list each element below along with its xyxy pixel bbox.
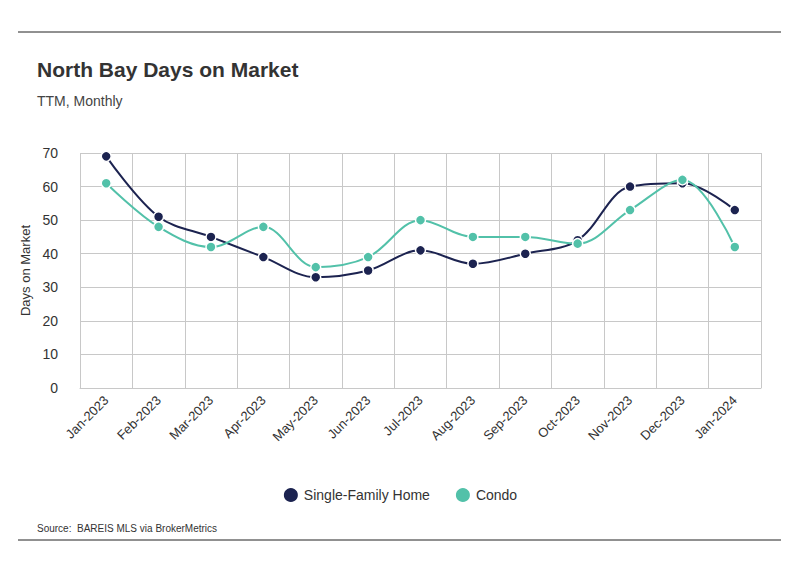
svg-text:Dec-2023: Dec-2023 <box>637 393 687 443</box>
svg-text:Days on Market: Days on Market <box>18 225 33 316</box>
svg-text:Jan-2023: Jan-2023 <box>63 393 112 442</box>
svg-text:60: 60 <box>42 179 58 195</box>
svg-text:50: 50 <box>42 212 58 228</box>
svg-text:Nov-2023: Nov-2023 <box>585 393 635 443</box>
svg-text:Feb-2023: Feb-2023 <box>114 393 164 443</box>
svg-text:10: 10 <box>42 346 58 362</box>
svg-text:Condo: Condo <box>476 487 517 503</box>
svg-text:Source: BAREIS MLS via Broker: Source: BAREIS MLS via BrokerMetrics <box>37 523 217 534</box>
svg-text:May-2023: May-2023 <box>270 393 321 444</box>
svg-text:Jun-2023: Jun-2023 <box>325 393 374 442</box>
svg-text:40: 40 <box>42 246 58 262</box>
svg-text:Jul-2023: Jul-2023 <box>380 393 426 439</box>
svg-text:Oct-2023: Oct-2023 <box>535 393 583 441</box>
svg-text:20: 20 <box>42 313 58 329</box>
svg-text:TTM, Monthly: TTM, Monthly <box>37 93 123 109</box>
svg-text:30: 30 <box>42 279 58 295</box>
svg-text:Sep-2023: Sep-2023 <box>480 393 530 443</box>
svg-text:Mar-2023: Mar-2023 <box>166 393 216 443</box>
svg-text:Aug-2023: Aug-2023 <box>428 393 478 443</box>
svg-text:Single-Family Home: Single-Family Home <box>304 487 430 503</box>
svg-text:Apr-2023: Apr-2023 <box>220 393 268 441</box>
svg-text:70: 70 <box>42 145 58 161</box>
svg-text:North Bay Days on Market: North Bay Days on Market <box>37 58 298 81</box>
svg-text:Jan-2024: Jan-2024 <box>691 393 740 442</box>
svg-text:0: 0 <box>50 380 58 396</box>
